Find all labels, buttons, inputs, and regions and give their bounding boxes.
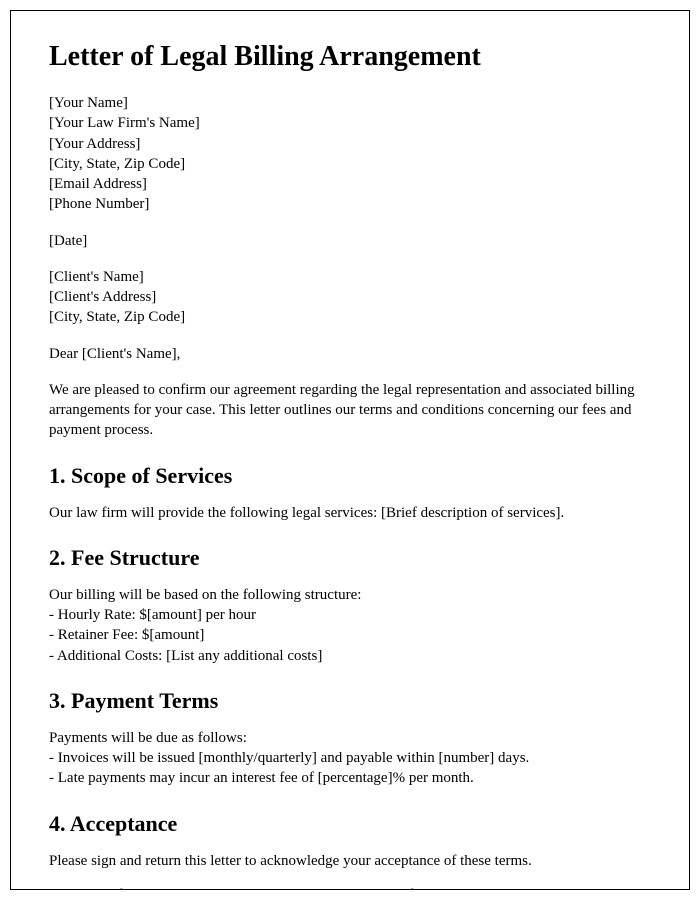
fee-line1: - Hourly Rate: $[amount] per hour bbox=[49, 605, 651, 625]
payment-intro: Payments will be due as follows: bbox=[49, 728, 651, 748]
date-value: [Date] bbox=[49, 231, 651, 251]
salutation-text: Dear [Client's Name], bbox=[49, 344, 651, 364]
payment-line1: - Invoices will be issued [monthly/quart… bbox=[49, 748, 651, 768]
fee-body: Our billing will be based on the followi… bbox=[49, 585, 651, 666]
intro-paragraph: We are pleased to confirm our agreement … bbox=[49, 380, 651, 441]
document-page: Letter of Legal Billing Arrangement [You… bbox=[10, 10, 690, 890]
sender-city: [City, State, Zip Code] bbox=[49, 154, 651, 174]
sender-firm: [Your Law Firm's Name] bbox=[49, 113, 651, 133]
scope-heading: 1. Scope of Services bbox=[49, 463, 651, 489]
fee-heading: 2. Fee Structure bbox=[49, 545, 651, 571]
recipient-block: [Client's Name] [Client's Address] [City… bbox=[49, 267, 651, 328]
page-title: Letter of Legal Billing Arrangement bbox=[49, 41, 651, 73]
acceptance-body: Please sign and return this letter to ac… bbox=[49, 851, 651, 871]
closing-paragraph: Thank you for choosing [Your Law Firm's … bbox=[49, 885, 651, 890]
salutation: Dear [Client's Name], bbox=[49, 344, 651, 364]
recipient-address: [Client's Address] bbox=[49, 287, 651, 307]
sender-email: [Email Address] bbox=[49, 174, 651, 194]
fee-line3: - Additional Costs: [List any additional… bbox=[49, 646, 651, 666]
payment-line2: - Late payments may incur an interest fe… bbox=[49, 768, 651, 788]
sender-address: [Your Address] bbox=[49, 134, 651, 154]
acceptance-heading: 4. Acceptance bbox=[49, 811, 651, 837]
recipient-city: [City, State, Zip Code] bbox=[49, 307, 651, 327]
fee-intro: Our billing will be based on the followi… bbox=[49, 585, 651, 605]
fee-line2: - Retainer Fee: $[amount] bbox=[49, 625, 651, 645]
recipient-name: [Client's Name] bbox=[49, 267, 651, 287]
payment-body: Payments will be due as follows: - Invoi… bbox=[49, 728, 651, 789]
sender-block: [Your Name] [Your Law Firm's Name] [Your… bbox=[49, 93, 651, 215]
scope-body: Our law firm will provide the following … bbox=[49, 503, 651, 523]
sender-phone: [Phone Number] bbox=[49, 194, 651, 214]
sender-name: [Your Name] bbox=[49, 93, 651, 113]
date-block: [Date] bbox=[49, 231, 651, 251]
payment-heading: 3. Payment Terms bbox=[49, 688, 651, 714]
